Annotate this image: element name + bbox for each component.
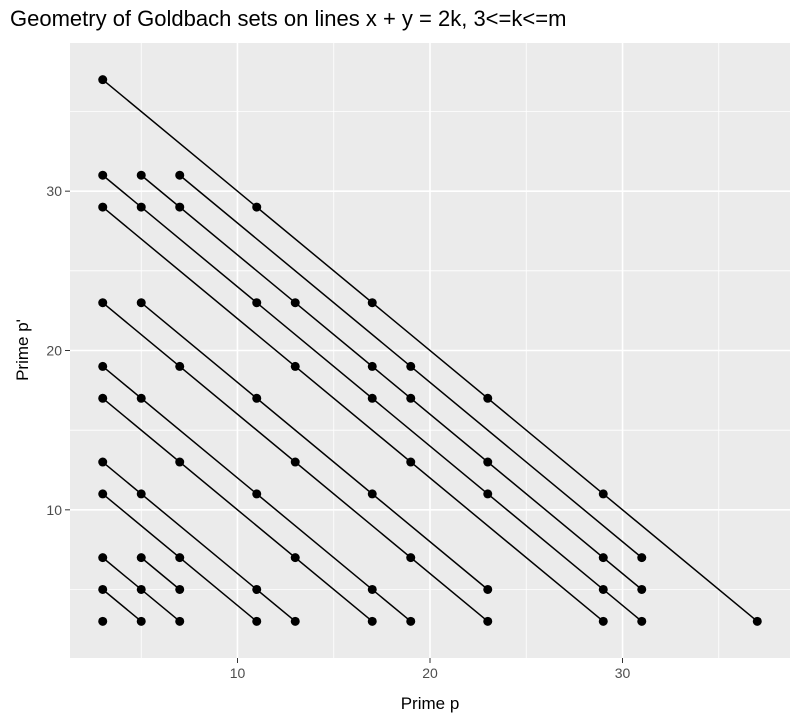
prime-pair-points — [98, 75, 762, 626]
prime-pair-point — [98, 584, 108, 594]
prime-pair-point — [136, 202, 146, 212]
goldbach-line — [102, 79, 758, 622]
prime-pair-point — [98, 298, 108, 308]
prime-pair-point — [136, 616, 146, 626]
prime-pair-point — [98, 170, 108, 180]
prime-pair-point — [367, 489, 377, 499]
prime-pair-point — [175, 202, 185, 212]
prime-pair-point — [406, 393, 416, 403]
prime-pair-point — [252, 202, 262, 212]
goldbach-line — [102, 461, 296, 622]
prime-pair-point — [637, 553, 647, 563]
prime-pair-point — [136, 553, 146, 563]
prime-pair-point — [252, 616, 262, 626]
prime-pair-point — [175, 584, 185, 594]
chart-title: Geometry of Goldbach sets on lines x + y… — [10, 6, 566, 31]
y-tick-label: 10 — [46, 502, 62, 518]
prime-pair-point — [367, 393, 377, 403]
prime-pair-point — [175, 553, 185, 563]
goldbach-line — [140, 302, 489, 591]
prime-pair-point — [290, 616, 300, 626]
prime-pair-point — [406, 361, 416, 371]
y-axis-ticks: 10 20 30 — [46, 183, 70, 518]
prime-pair-point — [252, 489, 262, 499]
prime-pair-point — [136, 393, 146, 403]
prime-pair-point — [406, 616, 416, 626]
prime-pair-point — [290, 298, 300, 308]
prime-pair-point — [752, 616, 762, 626]
prime-pair-point — [290, 553, 300, 563]
prime-pair-point — [175, 361, 185, 371]
x-axis-ticks: 10 20 30 — [230, 658, 631, 681]
y-tick-label: 20 — [46, 343, 62, 359]
prime-pair-point — [598, 553, 608, 563]
prime-pair-point — [98, 75, 108, 85]
prime-pair-point — [483, 616, 493, 626]
prime-pair-point — [598, 584, 608, 594]
prime-pair-point — [98, 202, 108, 212]
prime-pair-point — [367, 361, 377, 371]
prime-pair-point — [175, 457, 185, 467]
goldbach-line — [140, 174, 643, 591]
prime-pair-point — [98, 489, 108, 499]
prime-pair-point — [637, 616, 647, 626]
prime-pair-point — [367, 298, 377, 308]
goldbach-line — [102, 397, 373, 622]
prime-pair-point — [367, 584, 377, 594]
prime-pair-point — [406, 553, 416, 563]
prime-pair-point — [290, 361, 300, 371]
prime-pair-point — [598, 489, 608, 499]
prime-pair-point — [98, 361, 108, 371]
prime-pair-point — [290, 457, 300, 467]
prime-pair-point — [598, 616, 608, 626]
goldbach-line — [102, 206, 604, 622]
prime-pair-point — [252, 584, 262, 594]
prime-pair-point — [483, 457, 493, 467]
x-tick-label: 20 — [422, 665, 438, 681]
prime-pair-point — [637, 584, 647, 594]
y-tick-label: 30 — [46, 183, 62, 199]
prime-pair-point — [98, 616, 108, 626]
prime-pair-point — [483, 489, 493, 499]
prime-pair-point — [136, 298, 146, 308]
prime-pair-point — [406, 457, 416, 467]
goldbach-line — [140, 557, 181, 591]
prime-pair-point — [98, 457, 108, 467]
prime-pair-point — [367, 616, 377, 626]
prime-pair-point — [175, 170, 185, 180]
goldbach-line — [102, 588, 142, 622]
prime-pair-point — [252, 298, 262, 308]
prime-pair-point — [98, 393, 108, 403]
x-axis-label: Prime p — [401, 694, 460, 713]
prime-pair-point — [483, 584, 493, 594]
x-tick-label: 30 — [615, 665, 631, 681]
prime-pair-point — [175, 616, 185, 626]
prime-pair-point — [136, 170, 146, 180]
prime-pair-point — [252, 393, 262, 403]
y-axis-label: Prime p' — [13, 319, 32, 381]
prime-pair-point — [136, 489, 146, 499]
prime-pair-point — [483, 393, 493, 403]
prime-pair-point — [136, 584, 146, 594]
prime-pair-point — [98, 553, 108, 563]
x-tick-label: 10 — [230, 665, 246, 681]
